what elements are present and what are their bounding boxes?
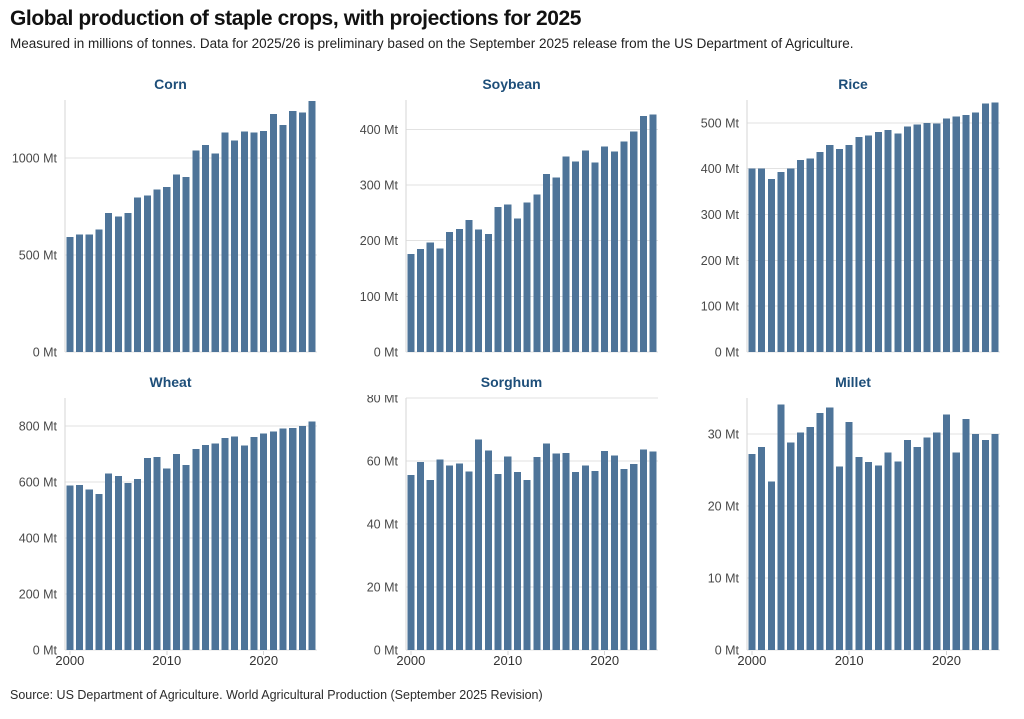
chart-soybean: Soybean 0 Mt 100 Mt 200 Mt 300 Mt 400 Mt bbox=[341, 73, 682, 367]
svg-text:0 Mt: 0 Mt bbox=[374, 644, 399, 658]
chart-rice-plot: 0 Mt 100 Mt 200 Mt 300 Mt 400 Mt 500 Mt bbox=[701, 100, 1000, 360]
page-subtitle: Measured in millions of tonnes. Data for… bbox=[10, 36, 854, 51]
svg-text:400 Mt: 400 Mt bbox=[19, 532, 58, 546]
chart-soybean-plot: 0 Mt 100 Mt 200 Mt 300 Mt 400 Mt bbox=[360, 100, 658, 360]
chart-millet: Millet 0 Mt 10 Mt 20 Mt 30 Mt 2000 2010 2020 bbox=[682, 367, 1024, 675]
svg-text:30 Mt: 30 Mt bbox=[708, 428, 740, 442]
svg-text:40 Mt: 40 Mt bbox=[367, 518, 399, 532]
svg-text:2000: 2000 bbox=[396, 653, 425, 668]
svg-text:2010: 2010 bbox=[152, 653, 181, 668]
chart-sorghum-title: Sorghum bbox=[480, 374, 543, 390]
chart-rice: Rice 0 Mt 100 Mt 200 Mt 300 Mt 400 Mt 500 Mt bbox=[682, 73, 1024, 367]
chart-wheat-title: Wheat bbox=[149, 374, 192, 390]
chart-millet-plot: 0 Mt 10 Mt 20 Mt 30 Mt 2000 2010 2020 bbox=[708, 398, 1000, 668]
chart-wheat: Wheat 0 Mt 200 Mt 400 Mt 600 Mt 800 Mt 2000 20… bbox=[0, 367, 341, 675]
svg-text:200 Mt: 200 Mt bbox=[701, 254, 740, 268]
svg-text:2020: 2020 bbox=[932, 653, 961, 668]
svg-text:2020: 2020 bbox=[249, 653, 278, 668]
charts-grid: Corn 0 Mt 500 Mt 1000 Mt Soybean 0 Mt 100 M… bbox=[0, 73, 1024, 675]
svg-text:2000: 2000 bbox=[55, 653, 84, 668]
svg-text:0 Mt: 0 Mt bbox=[715, 346, 740, 360]
svg-text:1000 Mt: 1000 Mt bbox=[12, 152, 58, 166]
svg-text:2010: 2010 bbox=[835, 653, 864, 668]
page-title: Global production of staple crops, with … bbox=[10, 7, 582, 30]
figure-header: Global production of staple crops, with … bbox=[10, 6, 1014, 52]
chart-corn-plot: 0 Mt 500 Mt 1000 Mt bbox=[12, 100, 317, 360]
chart-corn-title: Corn bbox=[154, 76, 187, 92]
chart-wheat-plot: 0 Mt 200 Mt 400 Mt 600 Mt 800 Mt 2000 2010 2020 bbox=[19, 398, 317, 668]
svg-text:400 Mt: 400 Mt bbox=[701, 162, 740, 176]
svg-text:60 Mt: 60 Mt bbox=[367, 455, 399, 469]
svg-text:300 Mt: 300 Mt bbox=[701, 208, 740, 222]
svg-text:200 Mt: 200 Mt bbox=[360, 234, 399, 248]
svg-text:2000: 2000 bbox=[737, 653, 766, 668]
svg-text:20 Mt: 20 Mt bbox=[367, 581, 399, 595]
svg-text:500 Mt: 500 Mt bbox=[701, 116, 740, 130]
source-note: Source: US Department of Agriculture. Wo… bbox=[10, 688, 543, 702]
svg-text:20 Mt: 20 Mt bbox=[708, 500, 740, 514]
chart-millet-title: Millet bbox=[835, 374, 871, 390]
svg-text:200 Mt: 200 Mt bbox=[19, 588, 58, 602]
svg-text:10 Mt: 10 Mt bbox=[708, 572, 740, 586]
svg-text:80 Mt: 80 Mt bbox=[367, 395, 399, 406]
chart-sorghum: Sorghum 0 Mt 20 Mt 40 Mt 60 Mt 80 Mt 2000 2010… bbox=[341, 367, 682, 675]
svg-text:800 Mt: 800 Mt bbox=[19, 420, 58, 434]
svg-text:100 Mt: 100 Mt bbox=[360, 290, 399, 304]
svg-text:0 Mt: 0 Mt bbox=[33, 644, 58, 658]
svg-text:0 Mt: 0 Mt bbox=[33, 346, 58, 360]
svg-text:100 Mt: 100 Mt bbox=[701, 300, 740, 314]
chart-corn: Corn 0 Mt 500 Mt 1000 Mt bbox=[0, 73, 341, 367]
svg-text:300 Mt: 300 Mt bbox=[360, 179, 399, 193]
chart-rice-title: Rice bbox=[838, 76, 868, 92]
svg-text:600 Mt: 600 Mt bbox=[19, 476, 58, 490]
svg-text:400 Mt: 400 Mt bbox=[360, 123, 399, 137]
svg-text:0 Mt: 0 Mt bbox=[374, 346, 399, 360]
chart-soybean-title: Soybean bbox=[482, 76, 541, 92]
svg-text:0 Mt: 0 Mt bbox=[715, 644, 740, 658]
svg-text:2010: 2010 bbox=[493, 653, 522, 668]
svg-text:2020: 2020 bbox=[590, 653, 619, 668]
chart-sorghum-plot: 0 Mt 20 Mt 40 Mt 60 Mt 80 Mt 2000 2010 2020 bbox=[367, 395, 658, 668]
svg-text:500 Mt: 500 Mt bbox=[19, 249, 58, 263]
